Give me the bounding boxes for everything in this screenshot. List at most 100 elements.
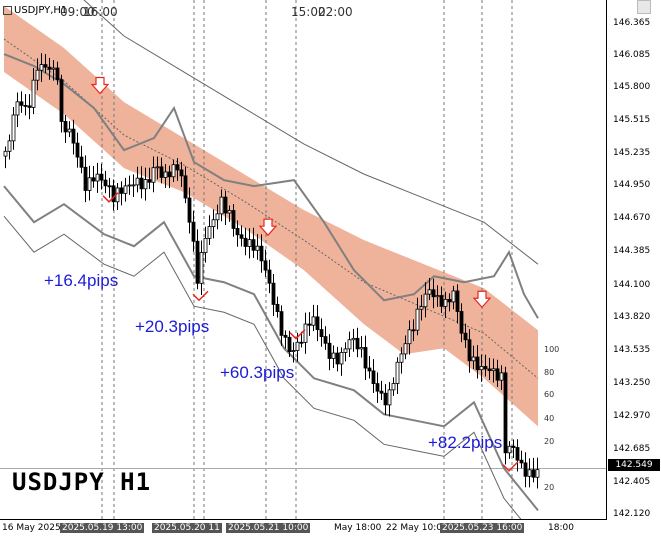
candle-body [311, 316, 316, 326]
candle-body [447, 298, 452, 303]
candle-body [207, 226, 212, 239]
candle-body [203, 237, 208, 253]
candle-body [279, 311, 284, 336]
candle-body [479, 366, 484, 371]
candle-body [199, 252, 204, 284]
candle-body [95, 173, 100, 182]
candle-body [67, 128, 72, 133]
pips-annotation: +20.3pips [135, 317, 210, 336]
envelope-lower-line [3, 185, 539, 512]
price-tick-label: 143.250 [613, 378, 651, 388]
price-tick-label: 146.365 [613, 18, 651, 28]
price-axis[interactable]: 146.365 146.085 145.800 145.515 145.235 … [607, 0, 661, 520]
price-tick-label: 143.535 [613, 345, 651, 355]
candle-body [151, 167, 156, 183]
buy-check-icon [192, 290, 209, 302]
candle-body [471, 356, 476, 362]
candle-body [179, 169, 184, 177]
candle-body [407, 329, 412, 345]
candle-body [43, 64, 48, 68]
cci-level-label: 100 [544, 345, 560, 354]
candle-body [259, 245, 264, 262]
candle-body [487, 368, 492, 372]
candle-body [299, 341, 304, 344]
candle-body [335, 352, 340, 365]
candle-body [319, 329, 324, 337]
candle-body [131, 184, 136, 187]
candle-body [375, 383, 380, 392]
candle-body [267, 269, 272, 284]
price-tick-label: 142.685 [613, 444, 651, 454]
candle-body [283, 334, 288, 338]
candle-body [403, 343, 408, 355]
envelope-upper-line [3, 53, 539, 319]
candle-body [139, 177, 144, 190]
candle-body [303, 323, 308, 343]
candle-body [287, 336, 292, 352]
chart-corner-button[interactable] [637, 0, 651, 14]
pips-annotation: +82.2pips [428, 433, 503, 452]
candle-body [355, 337, 360, 350]
candle-body [91, 177, 96, 182]
candle-body [363, 347, 368, 369]
candle-body [371, 370, 376, 384]
candle-body [215, 213, 220, 221]
candle-body [155, 166, 160, 169]
pips-annotation: +16.4pips [44, 271, 119, 290]
buy-check-icon [102, 192, 119, 203]
candle-body [411, 329, 416, 332]
candle-body [455, 290, 460, 312]
candle-body [119, 187, 124, 194]
price-tick-label: 144.950 [613, 180, 651, 190]
candle-body [87, 177, 92, 191]
candle-body [263, 260, 268, 271]
candle-body [235, 228, 240, 236]
candle-body [183, 175, 188, 199]
price-tick-label: 143.820 [613, 312, 651, 322]
candle-body [143, 179, 148, 190]
price-tick-label: 145.800 [613, 82, 651, 92]
candle-body [55, 67, 60, 80]
candle-body [307, 323, 312, 326]
candle-body [107, 185, 112, 188]
candle-body [291, 350, 296, 352]
candle-body [231, 210, 236, 229]
sell-arrow-icon [472, 290, 492, 309]
candle-body [379, 390, 384, 394]
price-chart-area[interactable]: USDJPY,H1 09:00 16:00 15:00 22:00 +16.4p… [0, 0, 607, 520]
sell-arrow-icon [258, 218, 278, 237]
candle-body [39, 64, 44, 71]
session-time-label: 15:00 [291, 5, 326, 19]
symbol-menu-icon[interactable] [3, 6, 12, 15]
candle-body [243, 237, 248, 247]
candle-body [127, 184, 132, 187]
time-axis[interactable]: 16 May 2025 2025.05.19 13:00 2025.05.20 … [0, 520, 607, 546]
candle-body [195, 240, 200, 284]
candle-body [423, 293, 428, 308]
pips-annotation: +60.3pips [220, 363, 295, 382]
time-tick-label: 2025.05.20 11 [152, 523, 222, 533]
candle-body [159, 166, 164, 178]
candle-body [483, 366, 488, 370]
candle-body [47, 66, 52, 70]
price-tick-label: 144.100 [613, 280, 651, 290]
session-time-label: 16:00 [83, 5, 118, 19]
price-tick-label: 145.235 [613, 148, 651, 158]
candle-body [171, 164, 176, 178]
candle-body [51, 67, 56, 70]
candlestick-chart[interactable] [0, 0, 607, 520]
candle-body [3, 150, 8, 157]
candle-body [111, 185, 116, 203]
candle-body [167, 171, 172, 178]
candle-body [211, 219, 216, 227]
candle-body [11, 114, 16, 142]
candle-body [519, 459, 524, 464]
candle-body [523, 462, 528, 477]
cci-level-label: 20 [544, 483, 555, 492]
time-tick-label: 2025.05.19 13:00 [60, 523, 145, 533]
cci-level-label: 40 [544, 414, 555, 423]
candle-body [187, 197, 192, 223]
candle-body [507, 445, 512, 454]
price-tick-label: 144.670 [613, 213, 651, 223]
